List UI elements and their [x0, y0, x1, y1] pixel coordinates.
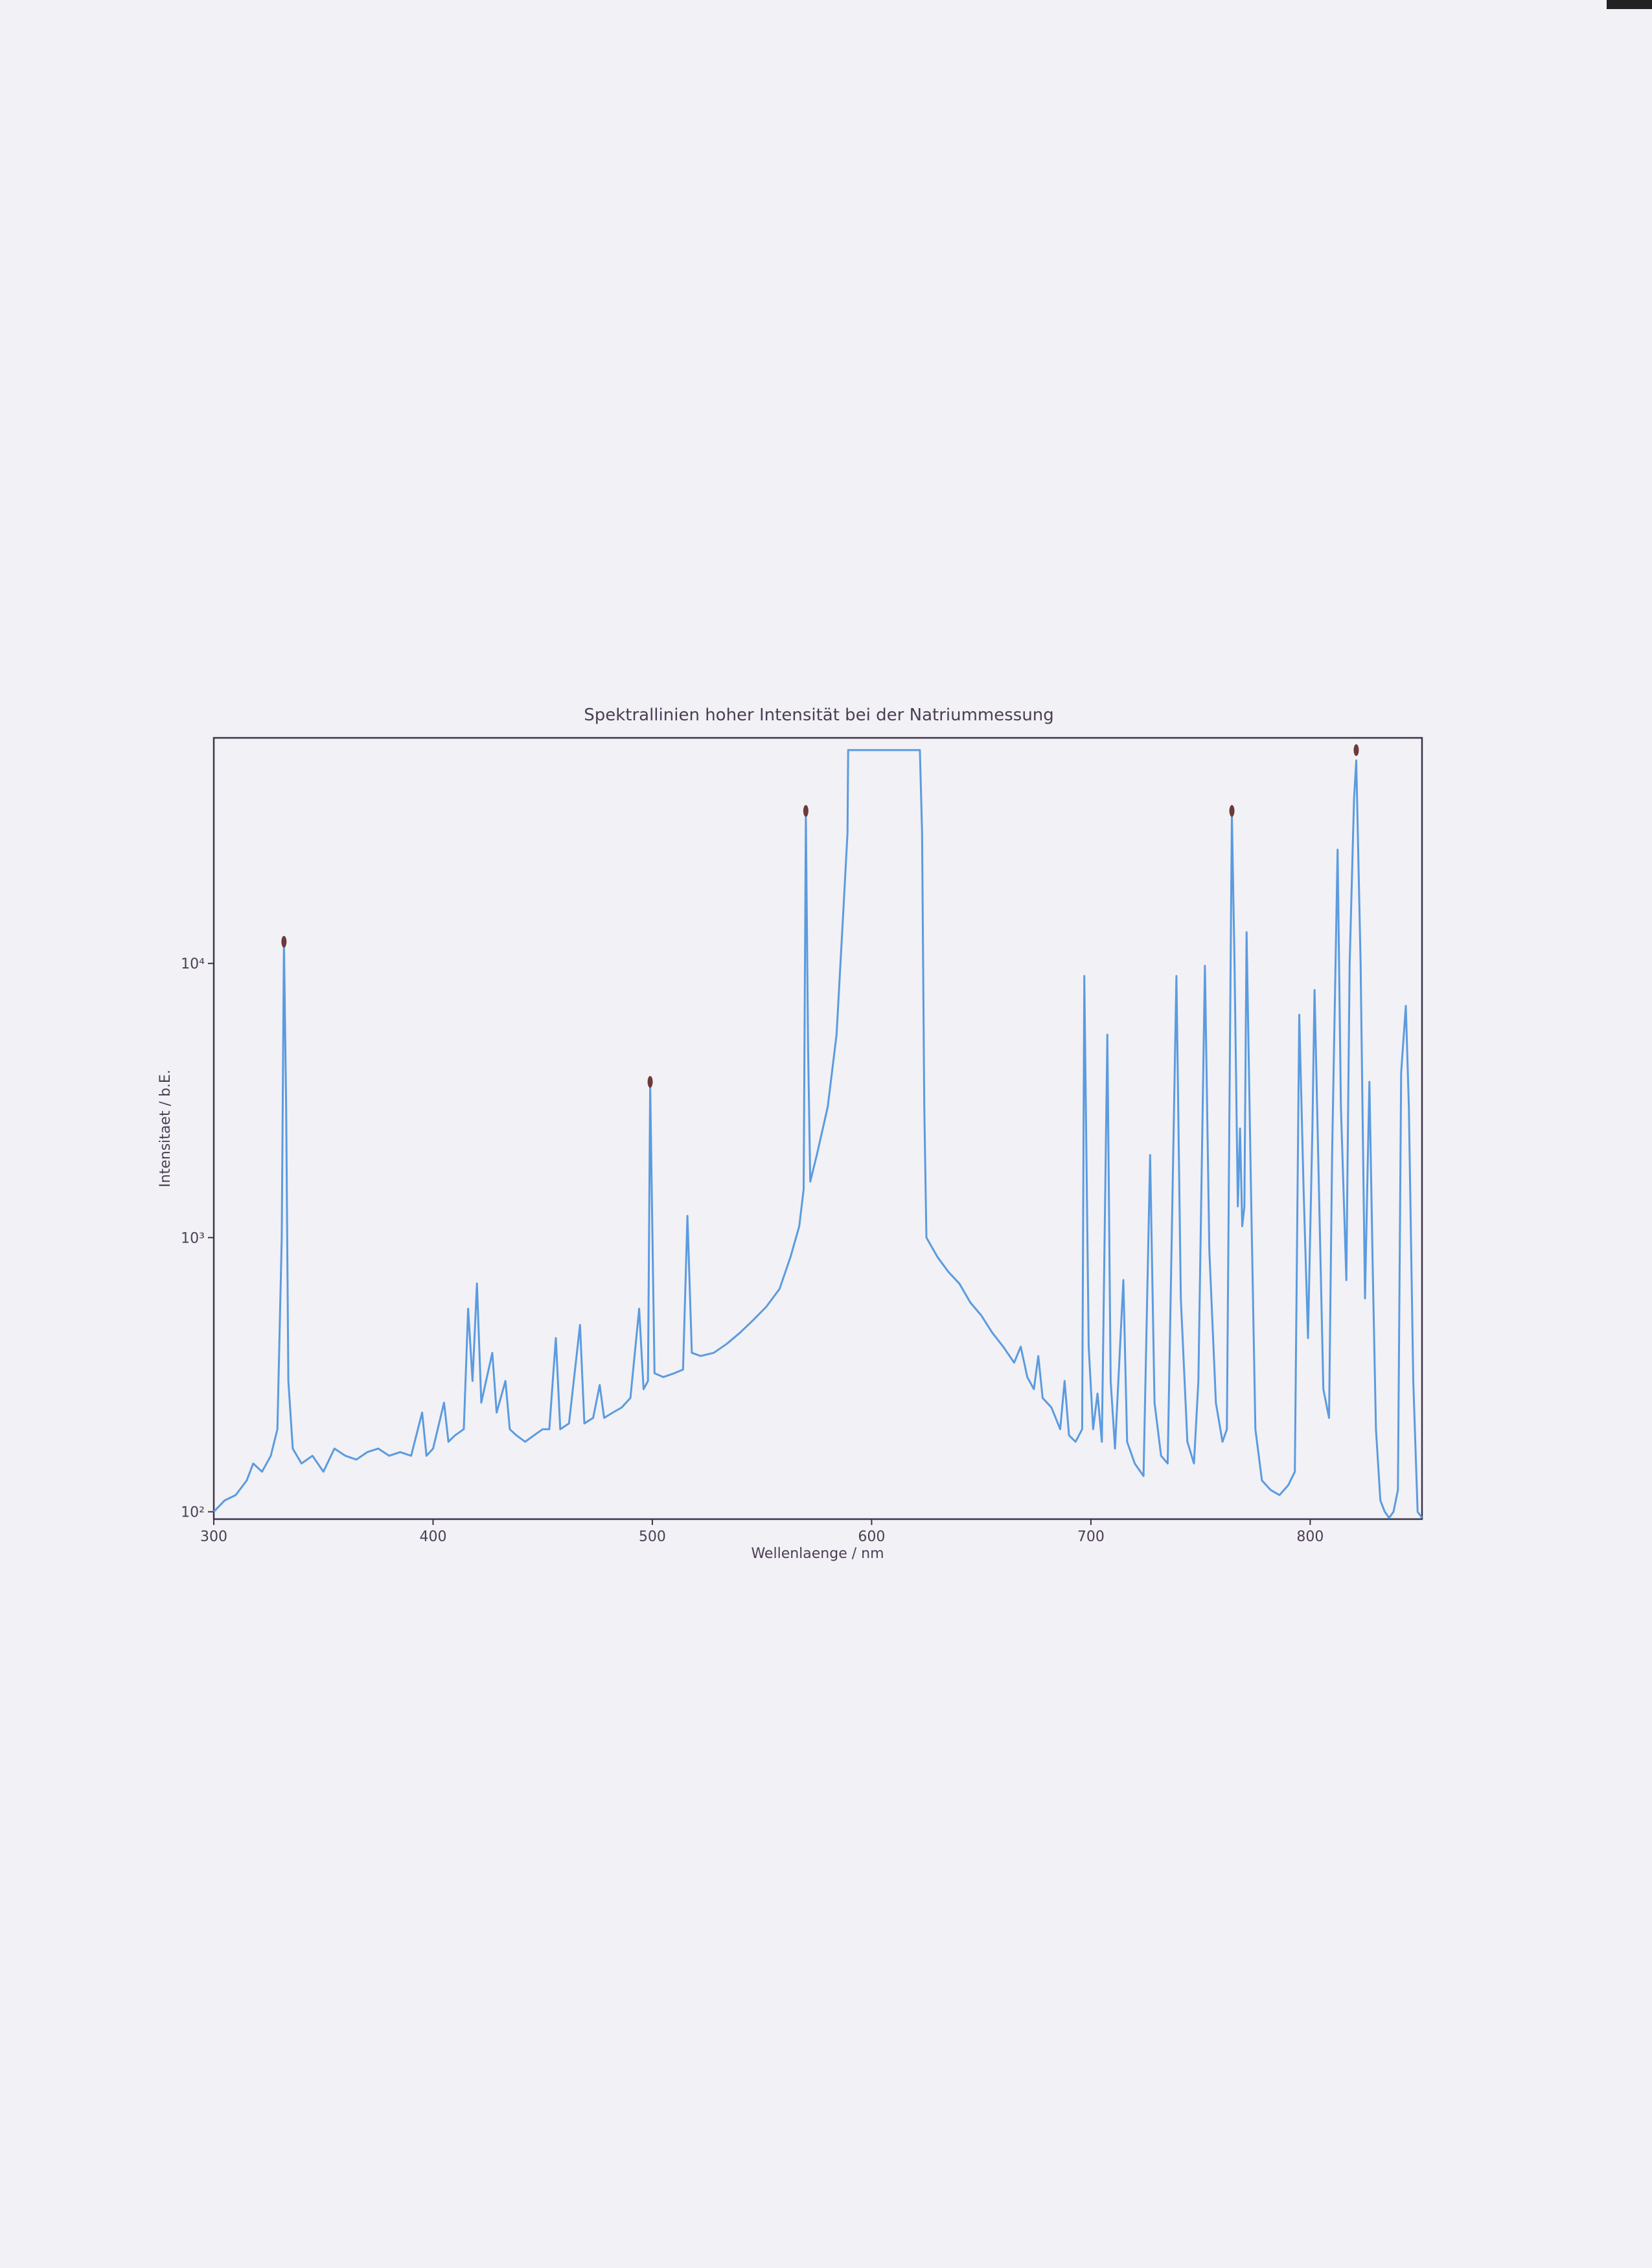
- y-tick-label: 10³: [181, 1230, 205, 1246]
- scan-edge: [1607, 0, 1652, 9]
- x-tick-label: 400: [419, 1529, 446, 1545]
- peak-marker: [803, 805, 809, 817]
- peak-marker: [1353, 744, 1359, 756]
- chart-title: Spektrallinien hoher Intensität bei der …: [584, 705, 1054, 725]
- x-tick-label: 700: [1077, 1529, 1105, 1545]
- peak-marker: [647, 1075, 653, 1088]
- peak-marker: [281, 935, 287, 948]
- y-axis-label: Intensitaet / b.E.: [157, 1070, 174, 1187]
- x-tick-label: 300: [200, 1529, 227, 1545]
- x-tick-label: 500: [639, 1529, 666, 1545]
- x-tick-label: 800: [1296, 1529, 1324, 1545]
- y-tick-label: 10²: [181, 1505, 205, 1521]
- plot-frame: [212, 737, 1423, 1520]
- peak-marker: [1229, 805, 1235, 817]
- x-tick-label: 600: [858, 1529, 885, 1545]
- x-axis-label: Wellenlaenge / nm: [751, 1546, 884, 1562]
- y-tick-label: 10⁴: [181, 956, 205, 972]
- spectrum-line: [212, 749, 1423, 1519]
